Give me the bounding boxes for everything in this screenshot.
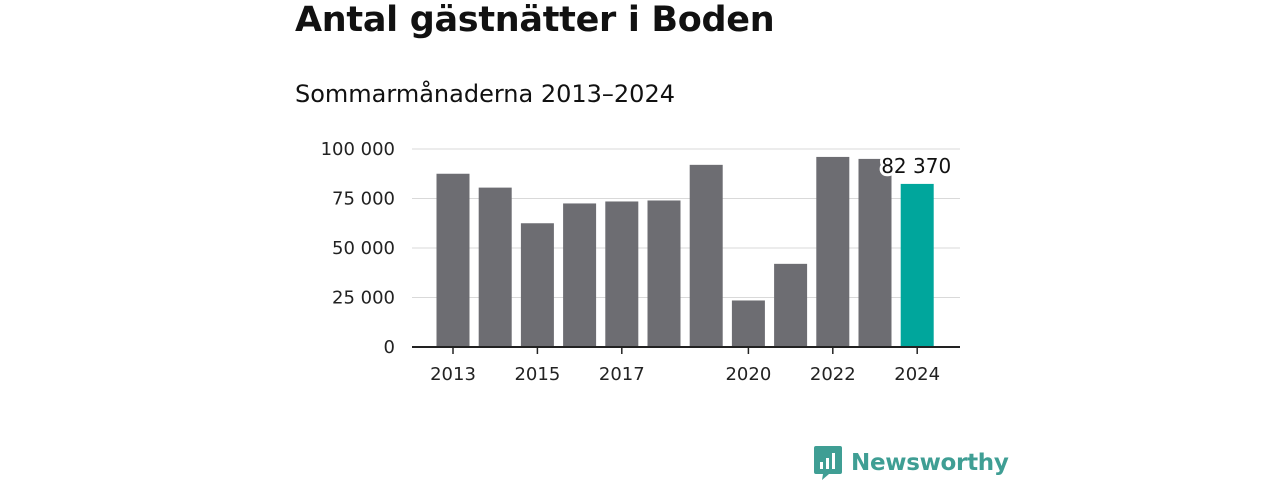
bar-2015 <box>520 223 554 347</box>
y-tick-label: 100 000 <box>321 139 395 160</box>
bar-2024 <box>900 183 934 347</box>
newsworthy-logo: Newsworthy <box>814 446 1009 480</box>
bar-2021 <box>774 263 808 347</box>
x-tick-label: 2020 <box>725 364 771 385</box>
newsworthy-logo-icon <box>814 446 842 480</box>
y-axis-ticks: 0 25 000 50 000 75 000 100 000 <box>321 139 395 358</box>
chart-subtitle: Sommarmånaderna 2013–2024 <box>295 80 675 108</box>
x-axis-ticks: 2013 2015 2017 2020 2022 2024 <box>430 347 940 385</box>
y-tick-label: 75 000 <box>332 189 395 210</box>
bar-2017 <box>605 201 639 347</box>
chart-title: Antal gästnätter i Boden <box>295 0 775 40</box>
y-tick-label: 50 000 <box>332 238 395 259</box>
newsworthy-logo-text: Newsworthy <box>851 450 1009 476</box>
x-tick-label: 2013 <box>430 364 476 385</box>
bars <box>412 156 960 348</box>
bar-2016 <box>563 203 597 347</box>
bar-2023 <box>858 158 892 347</box>
bar-2019 <box>689 164 723 347</box>
x-tick-label: 2015 <box>514 364 560 385</box>
bar-2020 <box>731 300 765 347</box>
bar-2022 <box>816 156 850 347</box>
x-tick-label: 2024 <box>894 364 940 385</box>
bar-2014 <box>478 187 512 347</box>
x-tick-label: 2017 <box>599 364 645 385</box>
bar-2018 <box>647 200 681 347</box>
data-labels: 82 370 <box>878 151 954 181</box>
highlight-value-label: 82 370 <box>881 154 951 178</box>
bar-2013 <box>436 173 470 347</box>
y-tick-label: 0 <box>384 337 395 358</box>
y-tick-label: 25 000 <box>332 288 395 309</box>
x-tick-label: 2022 <box>810 364 856 385</box>
